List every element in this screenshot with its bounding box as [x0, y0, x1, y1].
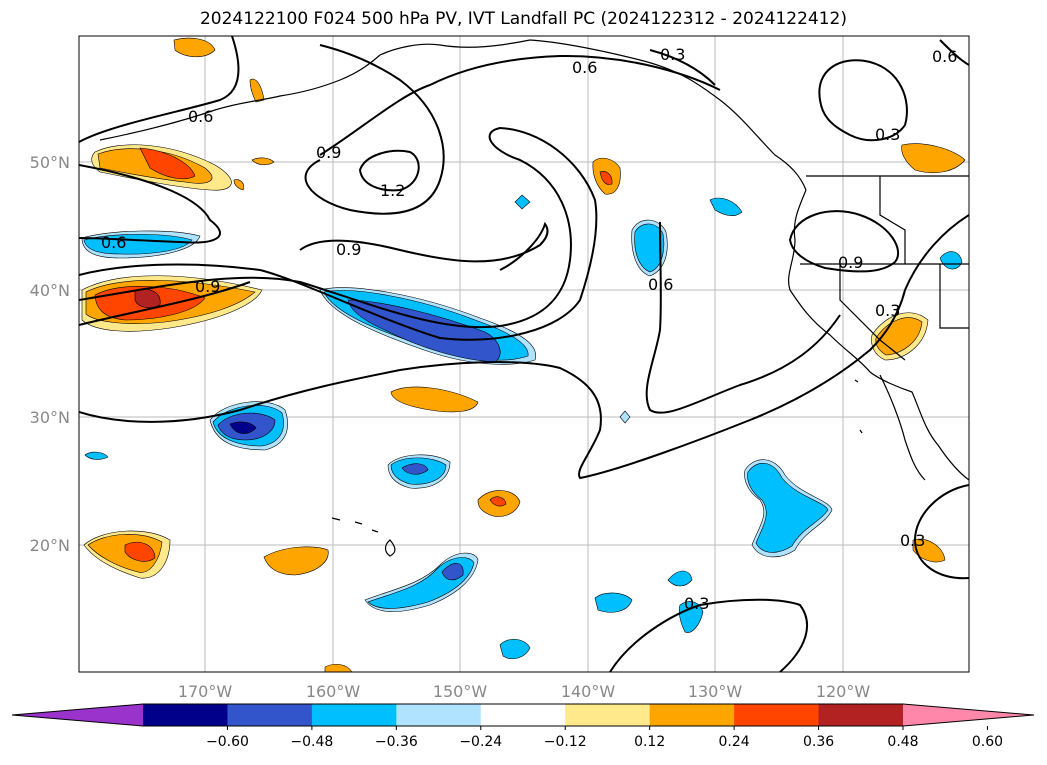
colorbar: −0.60 −0.48 −0.36 −0.24 −0.12 0.12 0.24 0.36 0.4… [11, 703, 1035, 750]
map-title: 2024122100 F024 500 hPa PV, IVT Landfall… [199, 9, 847, 29]
contour-label: 0.6 [188, 107, 213, 126]
colorbar-tick-label: 0.60 [972, 734, 1003, 750]
colorbar-tick-label: 0.36 [803, 734, 834, 750]
colorbar-extend-high [903, 704, 1034, 726]
contour-label: 0.9 [316, 143, 341, 162]
latitude-labels: 50°N 40°N 30°N 20°N [30, 153, 70, 555]
colorbar-swatch [311, 704, 397, 726]
lat-label: 30°N [30, 408, 70, 427]
contour-label: 0.3 [900, 531, 925, 550]
lon-label: 120°W [816, 682, 871, 701]
colorbar-tick-label: −0.36 [375, 734, 418, 750]
contour-label: 0.3 [660, 45, 685, 64]
lon-label: 140°W [561, 682, 616, 701]
colorbar-swatch [396, 704, 482, 726]
colorbar-extend-low [12, 704, 143, 726]
colorbar-swatch [734, 704, 820, 726]
longitude-labels: 170°W 160°W 150°W 140°W 130°W 120°W [178, 682, 871, 701]
colorbar-swatch [818, 704, 904, 726]
contour-label: 0.3 [684, 594, 709, 613]
lon-label: 150°W [433, 682, 488, 701]
colorbar-tick-label: 0.24 [719, 734, 750, 750]
colorbar-swatch [143, 704, 228, 726]
colorbar-swatch [227, 704, 313, 726]
colorbar-tick-label: −0.60 [206, 734, 249, 750]
contour-label: 0.3 [875, 125, 900, 144]
contour-label: 0.9 [838, 253, 863, 272]
colorbar-swatch [565, 704, 651, 726]
lon-label: 160°W [306, 682, 361, 701]
colorbar-swatch [649, 704, 735, 726]
lon-label: 130°W [688, 682, 743, 701]
colorbar-tick-label: 0.12 [634, 734, 665, 750]
colorbar-swatch [480, 704, 566, 726]
colorbar-tick-label: −0.12 [544, 734, 587, 750]
colorbar-outline [11, 703, 1035, 727]
colorbar-tick-label: −0.48 [290, 734, 333, 750]
map-frame [78, 35, 970, 673]
lon-label: 170°W [178, 682, 233, 701]
contour-label: 0.3 [875, 301, 900, 320]
lat-label: 20°N [30, 536, 70, 555]
contour-label: 1.2 [380, 181, 405, 200]
contour-label-group: 0.3 0.6 0.6 0.6 0.9 1.2 0.9 0.9 0.6 0.9 … [101, 45, 957, 613]
colorbar-tick-label: −0.24 [459, 734, 502, 750]
contour-label: 0.6 [648, 275, 673, 294]
coastlines [99, 39, 969, 557]
lat-label: 40°N [30, 281, 70, 300]
contour-label: 0.9 [195, 277, 220, 296]
ivt-shading [81, 37, 966, 672]
contour-label: 0.9 [336, 240, 361, 259]
lat-label: 50°N [30, 153, 70, 172]
contour-label: 0.6 [572, 58, 597, 77]
colorbar-tick-label: 0.48 [887, 734, 918, 750]
pv-contours [79, 36, 969, 672]
contour-label: 0.6 [101, 233, 126, 252]
contour-label: 0.6 [932, 47, 957, 66]
